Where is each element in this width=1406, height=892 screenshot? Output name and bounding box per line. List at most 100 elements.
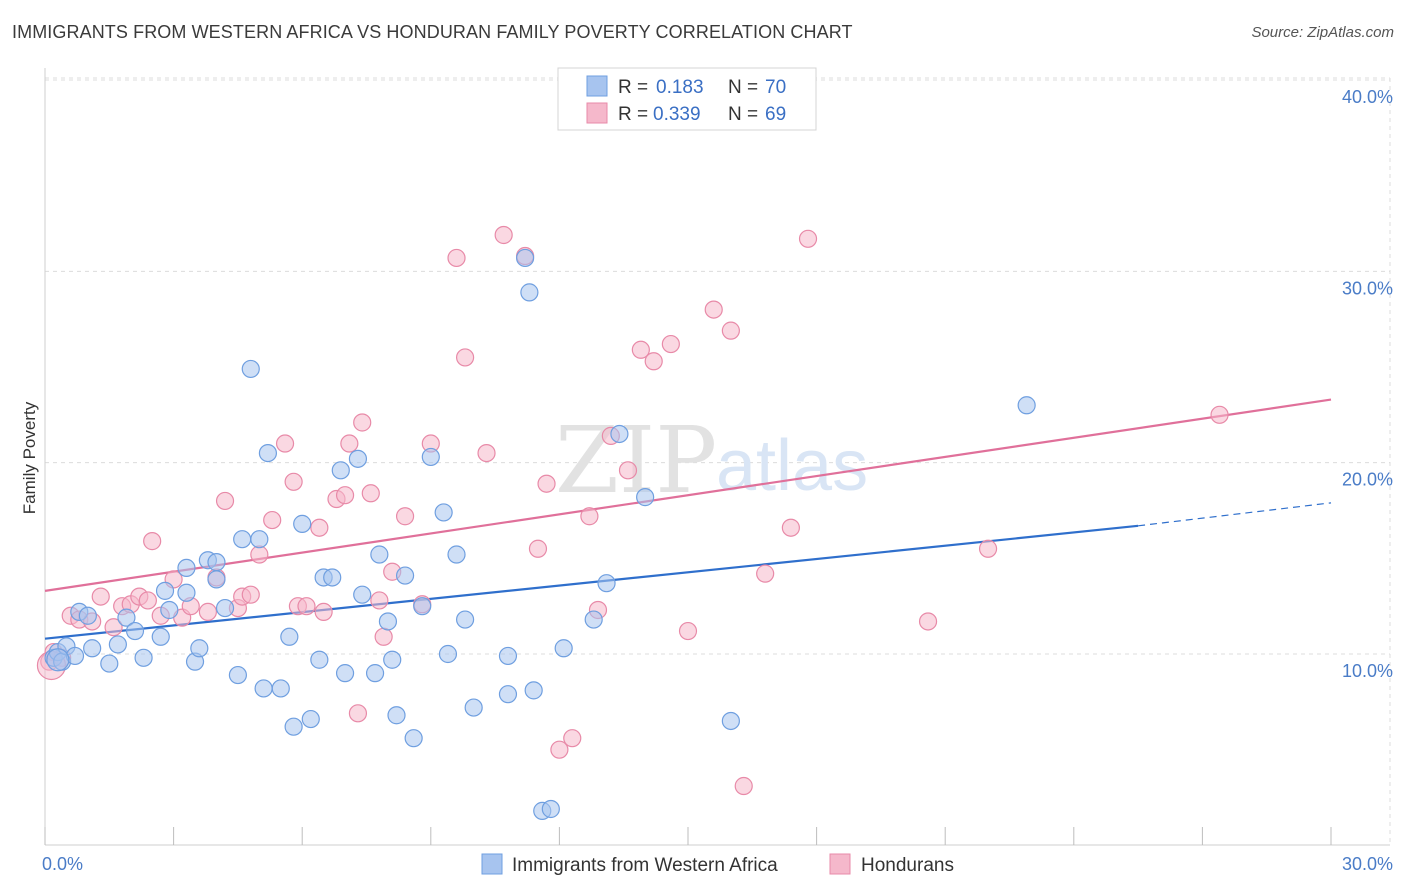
- legend-swatch-pink: [586, 102, 608, 124]
- western-africa-point-69: [78, 606, 97, 625]
- legend-n-label-2: N =: [728, 104, 758, 125]
- western-africa-point-63: [584, 610, 603, 629]
- hondurans-point-25: [275, 434, 295, 453]
- legend-swatch-blue: [586, 75, 608, 97]
- western-africa-point-26: [250, 530, 269, 549]
- bottom-legend: Immigrants from Western Africa Hondurans: [481, 853, 954, 876]
- western-africa-point-44: [383, 650, 402, 669]
- chart-title: IMMIGRANTS FROM WESTERN AFRICA VS HONDUR…: [12, 22, 853, 42]
- hondurans-point-29: [310, 518, 329, 537]
- western-africa-point-11: [134, 648, 153, 667]
- legend-n-value-2: 69: [765, 104, 786, 125]
- western-africa-point-64: [597, 574, 616, 593]
- hondurans-point-12: [143, 532, 162, 551]
- western-africa-point-7: [100, 654, 119, 673]
- western-africa-point-30: [280, 627, 299, 646]
- western-africa-point-23: [228, 665, 247, 685]
- western-africa-point-54: [464, 698, 483, 717]
- hondurans-point-6: [91, 587, 110, 606]
- hondurans-point-23: [250, 545, 269, 564]
- hondurans-point-26: [284, 472, 303, 491]
- hondurans-point-56: [631, 340, 650, 359]
- western-africa-point-47: [404, 729, 423, 748]
- hondurans-point-28: [297, 597, 316, 616]
- hondurans-point-36: [361, 484, 380, 503]
- western-africa-point-18: [190, 639, 209, 658]
- western-africa-point-49: [421, 447, 440, 467]
- western-africa-point-14: [160, 600, 179, 620]
- hondurans-point-45: [477, 444, 496, 463]
- western-africa-point-24: [233, 530, 252, 549]
- legend-r-label-2: R =: [618, 104, 648, 125]
- y-tick-labels: 10.0% 20.0% 30.0% 40.0%: [1342, 87, 1393, 681]
- western-africa-point-16: [177, 583, 196, 602]
- hondurans-point-57: [644, 352, 663, 371]
- trend-line-western-africa-extension: [1138, 502, 1332, 527]
- western-africa-point-13: [155, 581, 175, 600]
- hondurans-points: [36, 225, 1229, 796]
- hondurans-point-7: [104, 618, 123, 637]
- hondurans-point-35: [353, 413, 372, 432]
- y-axis-label: Family Poverty: [20, 401, 39, 514]
- western-africa-point-48: [413, 597, 432, 616]
- bottom-legend-label-blue: Immigrants from Western Africa: [512, 855, 778, 876]
- hondurans-point-38: [374, 627, 393, 646]
- hondurans-point-66: [918, 612, 938, 631]
- watermark-atlas: atlas: [716, 426, 868, 506]
- y-tick-label-30: 30.0%: [1342, 278, 1393, 298]
- western-africa-point-65: [610, 424, 629, 444]
- hondurans-point-48: [528, 539, 548, 558]
- western-africa-point-67: [721, 711, 740, 731]
- western-africa-point-25: [241, 359, 260, 379]
- y-tick-label-10: 10.0%: [1342, 661, 1393, 681]
- western-africa-point-61: [541, 799, 560, 819]
- x-tick-label-min: 0.0%: [42, 854, 83, 874]
- hondurans-point-19: [215, 491, 235, 511]
- source-label: Source: ZipAtlas.com: [1251, 24, 1394, 41]
- x-tick-label-max: 30.0%: [1342, 854, 1393, 874]
- western-africa-point-46: [395, 566, 415, 585]
- legend-r-value-1: 0.183: [656, 77, 704, 98]
- hondurans-point-65: [798, 229, 818, 248]
- hondurans-point-49: [537, 474, 556, 493]
- western-africa-point-66: [636, 488, 655, 507]
- western-africa-point-53: [455, 610, 475, 629]
- hondurans-point-22: [241, 585, 260, 604]
- western-africa-point-8: [108, 635, 127, 654]
- western-africa-point-59: [524, 681, 543, 700]
- western-africa-point-39: [348, 449, 368, 468]
- hondurans-point-33: [340, 434, 359, 453]
- western-africa-point-6: [83, 639, 102, 658]
- western-africa-point-50: [434, 503, 453, 522]
- hondurans-point-40: [395, 507, 415, 526]
- hondurans-point-37: [370, 591, 389, 610]
- hondurans-point-62: [734, 776, 753, 796]
- western-africa-point-42: [370, 545, 389, 564]
- hondurans-point-50: [550, 740, 569, 759]
- western-africa-point-41: [365, 664, 385, 683]
- western-africa-point-12: [151, 627, 170, 646]
- western-africa-point-34: [310, 650, 329, 669]
- hondurans-point-67: [978, 539, 998, 558]
- axes: [44, 68, 1390, 846]
- hondurans-point-30: [314, 602, 333, 622]
- bottom-legend-swatch-blue: [481, 853, 503, 875]
- y-tick-label-40: 40.0%: [1342, 87, 1393, 107]
- western-africa-point-21: [207, 570, 226, 589]
- hondurans-point-46: [494, 225, 513, 245]
- western-africa-point-45: [387, 706, 406, 725]
- western-africa-point-10: [125, 621, 145, 641]
- western-africa-point-28: [258, 444, 278, 463]
- western-africa-point-37: [331, 461, 350, 480]
- y-tick-label-20: 20.0%: [1342, 470, 1393, 490]
- legend-r-label-1: R =: [618, 77, 648, 98]
- western-africa-cluster-point: [46, 648, 70, 672]
- hondurans-point-61: [721, 321, 740, 340]
- hondurans-point-58: [661, 334, 680, 354]
- hondurans-point-44: [455, 348, 475, 367]
- hondurans-point-52: [580, 507, 599, 526]
- hondurans-point-11: [138, 591, 157, 610]
- western-africa-point-62: [554, 639, 573, 658]
- western-africa-point-29: [271, 679, 290, 698]
